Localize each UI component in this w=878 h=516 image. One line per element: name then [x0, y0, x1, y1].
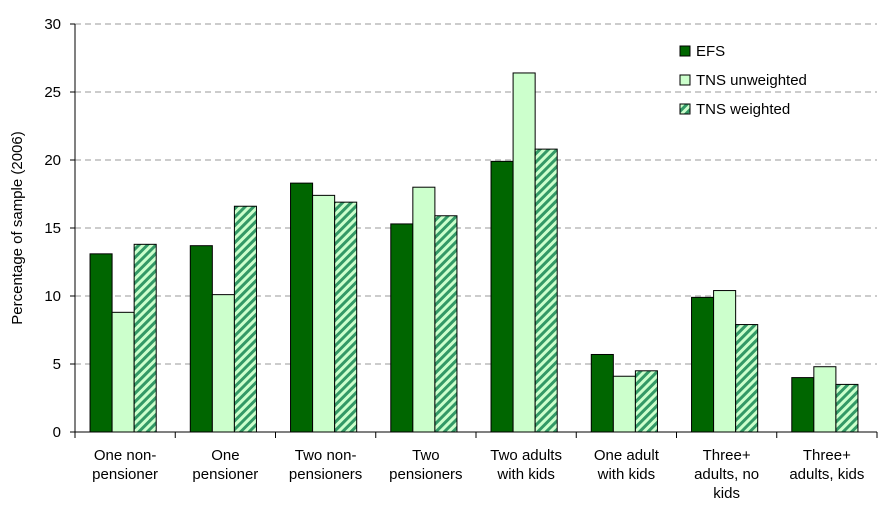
y-tick-label: 0: [53, 424, 61, 441]
x-tick-label: Three+ adults, kids: [789, 447, 864, 483]
x-tick-label: Two pensioners: [389, 447, 462, 483]
y-tick-label: 15: [44, 220, 61, 237]
y-axis-title: Percentage of sample (2006): [9, 131, 26, 324]
bar: [735, 324, 759, 433]
y-tick-label: 25: [44, 84, 61, 101]
legend-swatch: [679, 103, 691, 115]
bar: [813, 366, 837, 433]
bar: [791, 377, 815, 433]
x-tick-label: One pensioner: [192, 447, 258, 483]
y-tick-label: 10: [44, 288, 61, 305]
legend-label: EFS: [696, 43, 725, 60]
bar: [835, 383, 859, 433]
bar: [290, 182, 314, 433]
legend-swatch: [679, 74, 691, 86]
legend-label: TNS weighted: [696, 101, 790, 118]
bar: [634, 370, 658, 433]
x-tick-label: Two adults with kids: [490, 447, 562, 483]
y-tick-label: 5: [53, 356, 61, 373]
bar: [111, 311, 135, 433]
x-tick-label: Two non-pensioners: [289, 447, 362, 483]
bar: [534, 148, 558, 433]
bar: [334, 201, 358, 433]
bar: [312, 194, 336, 433]
bar: [233, 205, 257, 433]
y-tick-label: 30: [44, 16, 61, 33]
bar: [133, 243, 157, 433]
bar: [612, 375, 636, 433]
x-tick-label: One non-pensioner: [92, 447, 158, 483]
bar: [590, 353, 614, 433]
bar: [713, 290, 737, 433]
bar: [189, 245, 213, 433]
legend-label: TNS unweighted: [696, 72, 807, 89]
x-tick-label: One adult with kids: [594, 447, 660, 483]
bar: [512, 72, 536, 433]
bar: [490, 160, 514, 433]
bar: [412, 186, 436, 433]
bar: [691, 296, 715, 433]
bar: [434, 215, 458, 433]
bar: [89, 253, 113, 433]
y-tick-label: 20: [44, 152, 61, 169]
bar: [211, 294, 235, 433]
bar: [390, 223, 414, 433]
x-tick-label: Three+ adults, no kids: [694, 447, 759, 502]
legend-swatch: [679, 45, 691, 57]
